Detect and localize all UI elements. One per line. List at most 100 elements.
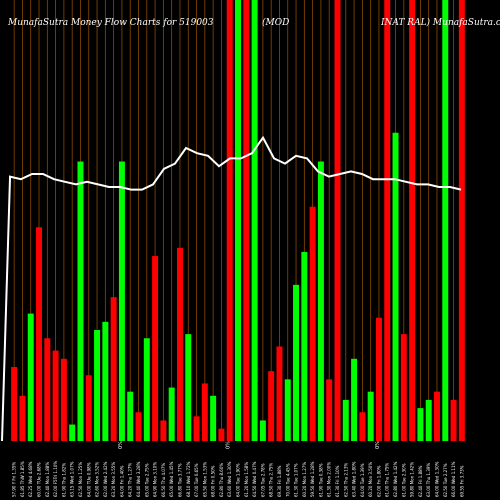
x-tick-label: 64.00 Wed 1.30% <box>434 461 439 497</box>
x-tick-label: 66.50 Thu 4.07% <box>161 463 166 497</box>
bar <box>168 387 175 441</box>
x-tick-label: 61.30 Mon 2.00% <box>327 462 332 497</box>
percent-mark: 0% <box>226 441 232 449</box>
bar <box>36 227 42 441</box>
bar <box>77 161 84 441</box>
bar <box>342 399 349 441</box>
x-tick-label: 62.60 Mon 3.52% <box>95 462 100 497</box>
x-tick-label: 62.00 Fri 1.80% <box>376 465 381 497</box>
bar <box>60 358 67 441</box>
bar <box>176 247 183 441</box>
x-tick-label: 61.00 Tue 2.30% <box>401 463 406 497</box>
x-tick-label: 70.00 Tue 4.45% <box>285 463 290 497</box>
x-tick-label: 59.80 Mon 1.42% <box>410 462 415 497</box>
x-tick-labels: 57.90 Y Fri 1.35% 61.85 ThW 1.85% 62.25 We… <box>12 461 465 497</box>
bar <box>293 284 300 441</box>
bar <box>351 358 358 441</box>
percent-mark: 0% <box>375 441 381 449</box>
x-tick-label: 60.20 Mon 1.27% <box>302 462 307 497</box>
bar <box>94 330 101 441</box>
x-tick-label: 65.50 Mon 1.53% <box>202 462 207 497</box>
x-tick-label: 60.00 TUe 2.68% <box>37 462 42 497</box>
bar <box>185 334 192 441</box>
bar <box>52 350 59 441</box>
bar <box>193 416 200 441</box>
x-tick-label: 64.00 Fri 1.40% <box>119 465 124 497</box>
x-tick-label: 59.50 Wed 1.28% <box>310 461 315 497</box>
x-tick-label: 62.40 Fri 1.88% <box>418 465 423 497</box>
x-tick-label: 65.00 Tue 2.75% <box>144 463 149 497</box>
bar <box>69 424 76 441</box>
bar <box>450 399 457 441</box>
bar <box>334 0 341 441</box>
bar <box>243 0 250 441</box>
x-tick-label: 62.50 Thu 2.13% <box>343 463 348 497</box>
bar <box>458 0 465 441</box>
x-tick-label: 62.50 Mon 1.25% <box>78 462 83 497</box>
bar <box>259 420 266 441</box>
x-tick-label: 61.85 ThW 1.85% <box>20 461 25 497</box>
x-tick-label: 62.80 Wed 1.42% <box>393 461 398 497</box>
bar <box>210 395 217 441</box>
x-tick-label: 63.20 Mon 3.55% <box>111 462 116 497</box>
percent-mark: 0% <box>118 441 124 449</box>
x-tick-label: 67.05 Tue 2.78% <box>260 463 265 497</box>
x-tick-label: 68.10 Wed 1.72% <box>186 461 191 497</box>
chart-title-left: MunafaSutra Money Flow Charts for 519003 <box>7 18 214 28</box>
x-tick-label: 68.00 Fri 0.50% <box>211 465 216 497</box>
bar <box>409 0 416 441</box>
bar-series <box>11 0 465 441</box>
x-tick-label: 64.20 Thu 1.27% <box>128 463 133 497</box>
money-flow-line <box>1 135 462 442</box>
chart-title-middle: (MOD <box>262 17 289 28</box>
bar <box>226 0 233 441</box>
x-tick-label: 63.15 Wed 1.07% <box>70 461 75 497</box>
bar <box>392 132 399 441</box>
bar <box>309 206 316 441</box>
bar <box>152 256 159 441</box>
x-tick-label: 61.30 Fri 1.10% <box>335 465 340 497</box>
x-tick-label: 62.80 Thu 8.60% <box>219 463 224 497</box>
bar <box>375 317 382 441</box>
x-tick-label: 62.40 Mon 1.88% <box>45 462 50 497</box>
x-tick-label: 63.60 Wed 1.30% <box>227 461 232 497</box>
bar <box>143 338 150 441</box>
x-tick-label: 60.20 Mon 3.50% <box>368 462 373 497</box>
bar <box>425 399 432 441</box>
bar <box>276 346 283 441</box>
x-tick-label: 64.00 Tue 1.90% <box>236 463 241 497</box>
x-tick-label: 61.90 Thu 1.82% <box>61 463 66 497</box>
x-tick-label: 62.00 F5TrI 1.10% <box>53 461 58 497</box>
bar <box>301 251 308 441</box>
bar <box>102 321 109 441</box>
bar <box>135 412 142 441</box>
percent-marks: 0% 0% 0% <box>118 441 381 449</box>
x-tick-label: 64.90 Mon 3.10% <box>153 462 158 497</box>
bar <box>434 391 440 441</box>
bar <box>11 367 18 441</box>
bar <box>417 408 424 441</box>
x-tick-label: 64.00 Tue 1.39% <box>360 463 365 497</box>
bar <box>118 161 125 441</box>
x-tick-label: 65.00 Wed 1.45% <box>169 461 174 497</box>
bar <box>317 161 324 441</box>
x-tick-label: 66.00 Wed 1.11% <box>451 461 456 497</box>
x-tick-label: 68.50 Thu 2.75% <box>269 463 274 497</box>
bar <box>251 0 258 441</box>
x-tick-label: 61.20 Mon 1.58% <box>244 462 249 497</box>
bar <box>268 371 275 441</box>
bar <box>367 391 374 441</box>
bar <box>284 379 291 441</box>
bar <box>442 0 449 441</box>
bar <box>85 375 92 441</box>
bar <box>218 428 225 441</box>
x-tick-label: 69.55 Fri 3.73% <box>459 465 464 497</box>
bar <box>235 0 241 441</box>
x-tick-label: 64.50 Wed 0.47% <box>252 461 257 497</box>
x-tick-label: 64.00 TUe 0.98% <box>86 462 91 497</box>
x-tick-label: 61.00 Thu 1.75% <box>385 463 390 497</box>
x-tick-label: 69.30 Fri 1.88% <box>277 465 282 497</box>
x-tick-label: 62.00 Wed 2.42% <box>103 461 108 497</box>
bar <box>44 338 51 441</box>
